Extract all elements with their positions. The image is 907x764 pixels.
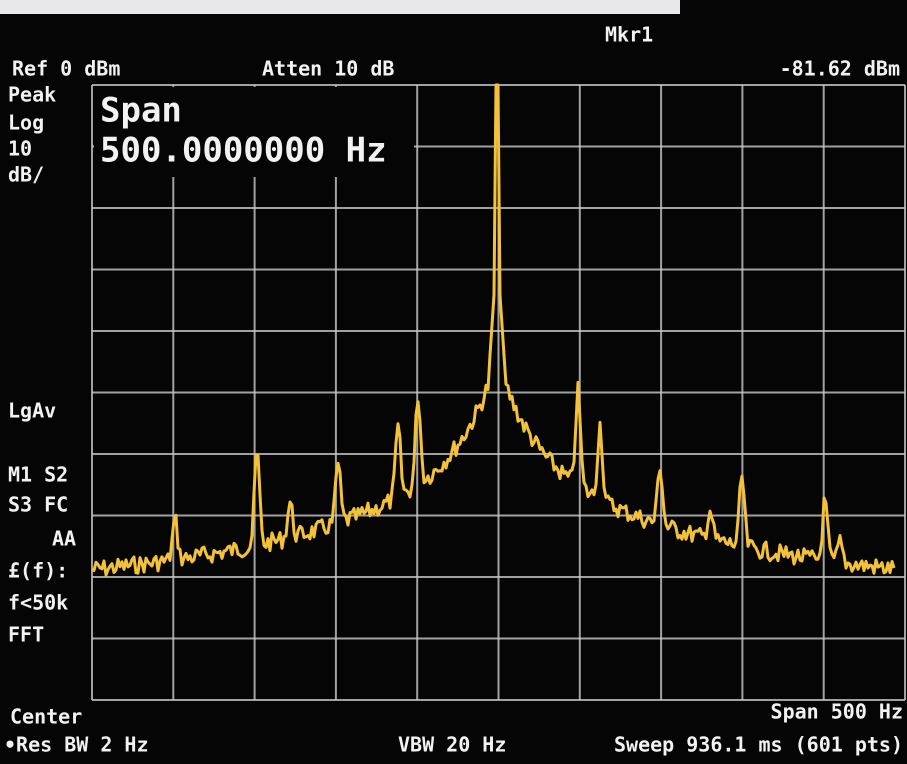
span-value: 500.0000000 Hz	[100, 131, 387, 171]
side-label: FFT	[8, 623, 44, 647]
side-label: 10	[8, 137, 32, 161]
marker-value: -81.62 dBm	[780, 57, 900, 81]
span-label: Span	[100, 91, 182, 131]
side-label: dB/	[8, 163, 44, 187]
side-label: S3 FC	[8, 493, 68, 517]
sweep: Sweep 936.1 ms (601 pts)	[614, 733, 903, 757]
side-label: Log	[8, 111, 44, 135]
analyzer-screen: Mkr1 Ref 0 dBm Atten 10 dB -81.62 dBm Sp…	[0, 0, 907, 764]
span-footer: Span 500 Hz	[771, 700, 903, 724]
side-label: M1 S2	[8, 463, 68, 487]
vbw: VBW 20 Hz	[398, 733, 506, 757]
side-label: f<50k	[8, 591, 68, 615]
attenuation: Atten 10 dB	[262, 57, 394, 81]
res-bw: •Res BW 2 Hz	[4, 733, 149, 757]
center-label: Center	[10, 705, 82, 729]
marker-label: Mkr1	[605, 23, 653, 47]
ref-level: Ref 0 dBm	[12, 57, 120, 81]
side-label: Peak	[8, 83, 56, 107]
bezel	[0, 0, 680, 14]
side-label: AA	[52, 527, 76, 551]
side-label: £(f):	[8, 559, 68, 583]
side-label: LgAv	[8, 399, 56, 423]
